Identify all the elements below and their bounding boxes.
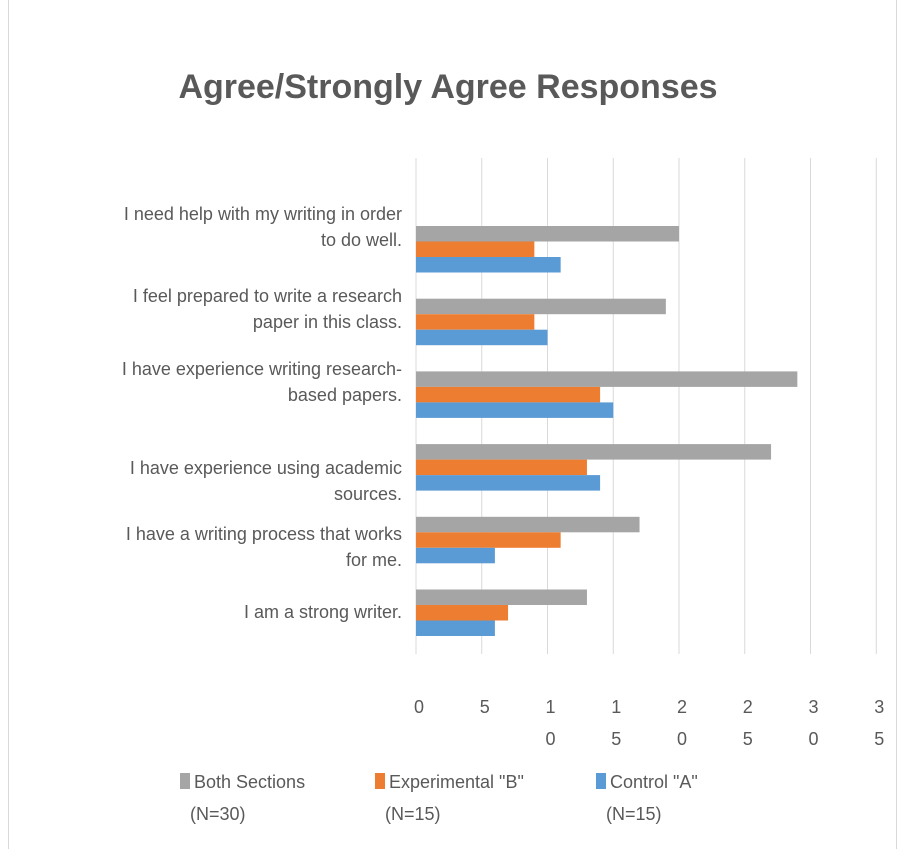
legend-label: Control "A"	[610, 772, 698, 792]
tick-label: 2	[677, 697, 687, 717]
bar	[416, 475, 601, 491]
legend: Both Sections (N=30) Experimental "B" (N=15…	[180, 772, 698, 824]
bar	[416, 314, 535, 330]
bar	[416, 257, 561, 273]
legend-label: Experimental "B"	[389, 772, 524, 792]
category-label: I have experience using academic sources.	[130, 458, 402, 504]
bar	[416, 516, 640, 533]
tick-label: 5	[611, 729, 621, 749]
tick-label: 0	[545, 729, 555, 749]
bar	[416, 371, 798, 387]
bar	[416, 589, 587, 605]
legend-label-n: (N=15)	[606, 804, 662, 824]
chart-title: Agree/Strongly Agree Responses	[178, 68, 717, 106]
legend-swatch	[375, 773, 385, 789]
tick-label: 3	[808, 697, 818, 717]
legend-label: Both Sections	[194, 772, 305, 792]
category-labels: I need help with my writing in order to d…	[122, 204, 402, 622]
tick-label: 5	[874, 729, 884, 749]
tick-label: 0	[808, 729, 818, 749]
bar	[416, 298, 666, 315]
chart-frame	[8, 0, 897, 849]
bars	[416, 226, 798, 636]
tick-label: 0	[414, 697, 424, 717]
tick-label: 3	[874, 697, 884, 717]
bar	[416, 226, 679, 242]
tick-label: 0	[677, 729, 687, 749]
tick-label: 1	[545, 697, 555, 717]
legend-item: Experimental "B" (N=15)	[375, 772, 524, 824]
bar	[416, 620, 495, 636]
tick-label: 2	[743, 697, 753, 717]
category-label: I have a writing process that works for m…	[126, 524, 402, 570]
category-label: I need help with my writing in order to d…	[124, 204, 402, 250]
bar	[416, 444, 772, 460]
category-label: I feel prepared to write a research paper…	[133, 286, 402, 332]
tick-label: 5	[743, 729, 753, 749]
legend-item: Both Sections (N=30)	[180, 772, 305, 824]
bar	[416, 605, 509, 621]
bar	[416, 402, 614, 418]
tick-label: 5	[480, 697, 490, 717]
legend-swatch	[180, 773, 190, 789]
legend-item: Control "A" (N=15)	[596, 772, 698, 824]
bar	[416, 532, 561, 548]
bar	[416, 386, 601, 403]
bar	[416, 547, 495, 564]
category-label: I am a strong writer.	[244, 602, 402, 622]
legend-label-n: (N=30)	[190, 804, 246, 824]
legend-label-n: (N=15)	[385, 804, 441, 824]
bar	[416, 329, 548, 346]
bar	[416, 459, 587, 476]
category-label: I have experience writing research-based…	[122, 359, 402, 405]
bar	[416, 241, 535, 257]
tick-label: 1	[611, 697, 621, 717]
legend-swatch	[596, 773, 606, 789]
